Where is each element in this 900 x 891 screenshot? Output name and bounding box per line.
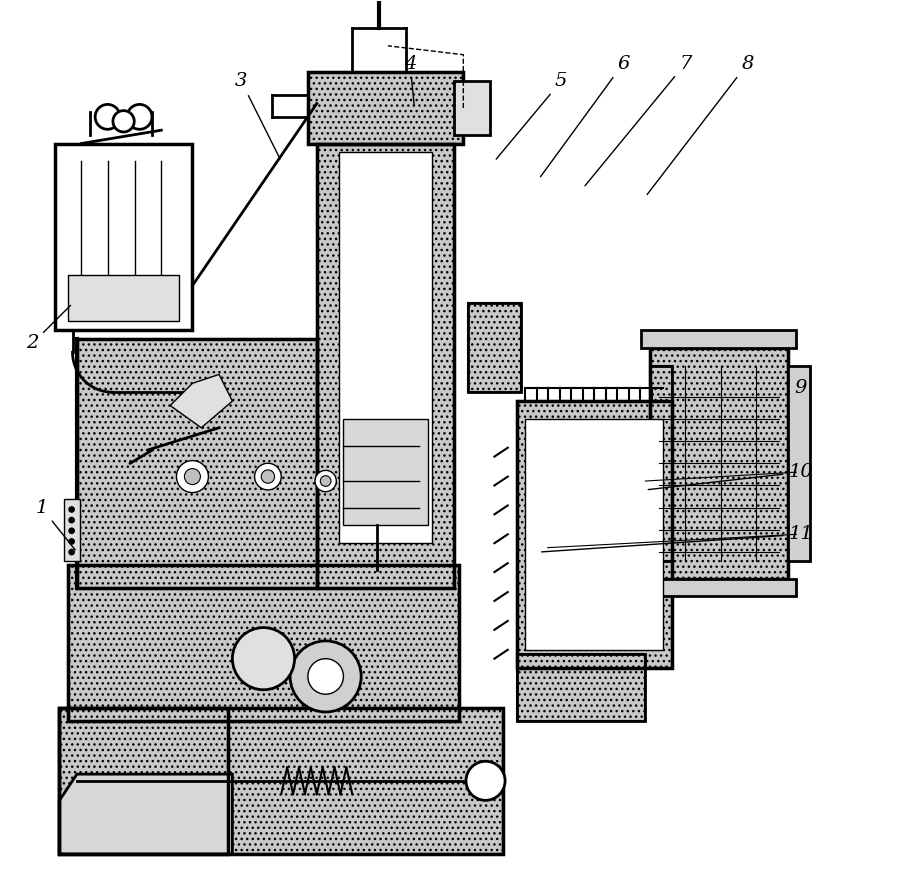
Circle shape — [290, 641, 361, 712]
Bar — [55, 143, 193, 330]
Bar — [76, 339, 317, 588]
Bar — [641, 330, 796, 347]
Bar — [517, 401, 672, 667]
Circle shape — [232, 627, 294, 690]
Bar — [454, 81, 490, 135]
Circle shape — [176, 461, 209, 493]
Bar — [650, 365, 672, 561]
Text: 1: 1 — [35, 499, 76, 550]
Circle shape — [69, 528, 75, 534]
Bar — [59, 707, 503, 854]
Text: 8: 8 — [647, 54, 753, 194]
Text: 11: 11 — [542, 526, 814, 552]
Bar — [317, 143, 454, 588]
Bar — [468, 303, 521, 392]
Bar — [641, 579, 796, 596]
Text: 10: 10 — [648, 463, 814, 489]
Polygon shape — [59, 774, 232, 854]
Circle shape — [255, 463, 281, 490]
Bar — [526, 419, 663, 650]
Text: 9: 9 — [788, 379, 807, 396]
Bar — [317, 143, 454, 588]
Bar — [344, 419, 428, 526]
Bar — [68, 274, 179, 321]
Bar — [308, 72, 464, 143]
Bar — [68, 566, 459, 721]
Bar — [308, 72, 464, 143]
Text: 6: 6 — [541, 54, 629, 176]
Circle shape — [184, 469, 201, 485]
Bar — [650, 347, 788, 579]
Bar — [517, 401, 672, 667]
Bar — [64, 499, 79, 561]
Bar — [788, 365, 810, 561]
Circle shape — [69, 550, 75, 555]
Bar — [59, 707, 503, 854]
Circle shape — [69, 507, 75, 512]
Circle shape — [315, 470, 337, 492]
Text: 4: 4 — [404, 54, 416, 105]
Text: 2: 2 — [26, 306, 70, 352]
Text: 7: 7 — [585, 54, 691, 185]
Bar — [59, 707, 228, 854]
Circle shape — [69, 539, 75, 544]
Text: 5: 5 — [496, 72, 567, 159]
Bar — [517, 654, 645, 721]
Circle shape — [320, 476, 331, 486]
Circle shape — [69, 518, 75, 523]
Bar — [517, 654, 645, 721]
Circle shape — [261, 470, 274, 483]
Polygon shape — [170, 374, 232, 428]
Bar — [59, 707, 228, 854]
Bar — [650, 365, 672, 561]
Bar — [650, 347, 788, 579]
Bar — [468, 303, 521, 392]
Bar — [339, 152, 432, 544]
Circle shape — [308, 658, 344, 694]
Circle shape — [127, 104, 152, 129]
Circle shape — [95, 104, 120, 129]
Bar — [76, 339, 317, 588]
Bar — [59, 148, 188, 325]
Bar — [68, 566, 459, 721]
Circle shape — [466, 761, 505, 800]
Circle shape — [112, 110, 134, 132]
Text: 3: 3 — [235, 72, 280, 159]
